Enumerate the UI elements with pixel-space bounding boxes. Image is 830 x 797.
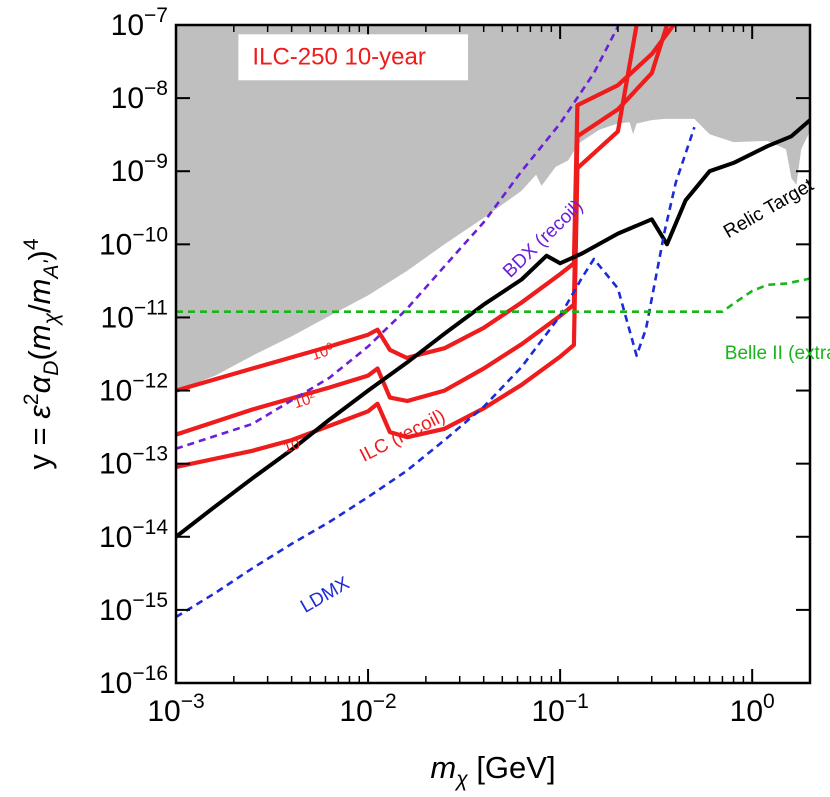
y-tick-label: 10−11 — [101, 296, 168, 334]
x-axis-label: mχ [GeV] — [430, 750, 555, 791]
annotation-contour-label: 103 — [309, 341, 336, 364]
x-tick-label: 10−3 — [147, 690, 204, 728]
y-tick-label: 10−15 — [99, 589, 168, 627]
excluded-region — [176, 25, 810, 391]
y-tick-label: 10−14 — [99, 516, 168, 554]
series-line-ilc-recoil-10 — [176, 25, 677, 393]
y-tick-label: 10−12 — [99, 370, 168, 408]
tick-labels: 10−3 10−2 10−1 100 10−16 10−15 10−14 10−13 10−12… — [99, 4, 775, 728]
plot-area — [176, 25, 810, 619]
annotation-contour-label: 10 — [281, 435, 302, 456]
plot-frame — [174, 23, 812, 685]
y-tick-label: 10−10 — [99, 223, 168, 261]
series-line-bdx-recoil — [176, 26, 620, 450]
series-line-belle-ii-extrapolated — [176, 277, 810, 313]
annotation-ilc-250-10-year: ILC-250 10-year — [252, 43, 425, 70]
y-tick-label: 10−7 — [111, 4, 168, 42]
series-line-ilc-recoil-10 — [176, 25, 670, 437]
x-tick-label: 100 — [730, 690, 775, 728]
y-tick-label: 10−16 — [99, 662, 168, 700]
y-tick-label: 10−13 — [99, 443, 168, 481]
series-line-relic-target — [176, 118, 810, 539]
x-tick-label: 10−2 — [339, 690, 396, 728]
annotation-relic-target: Relic Target — [720, 174, 818, 243]
series-line-ldmx — [176, 126, 696, 619]
annotation-belle-ii-extrapolated: Belle II (extrapolated) — [725, 343, 830, 364]
annotation-ldmx: LDMX — [297, 573, 353, 618]
x-tick-label: 10−1 — [531, 690, 588, 728]
annotation-contour-label: 102 — [292, 389, 319, 412]
annotation-ilc-recoil: ILC (recoil) — [357, 406, 449, 467]
y-tick-label: 10−8 — [111, 77, 168, 115]
title-box — [238, 34, 469, 81]
y-tick-label: 10−9 — [111, 150, 168, 188]
y-axis-label: y = ε2αD(mχ/mA')4 — [20, 238, 63, 469]
